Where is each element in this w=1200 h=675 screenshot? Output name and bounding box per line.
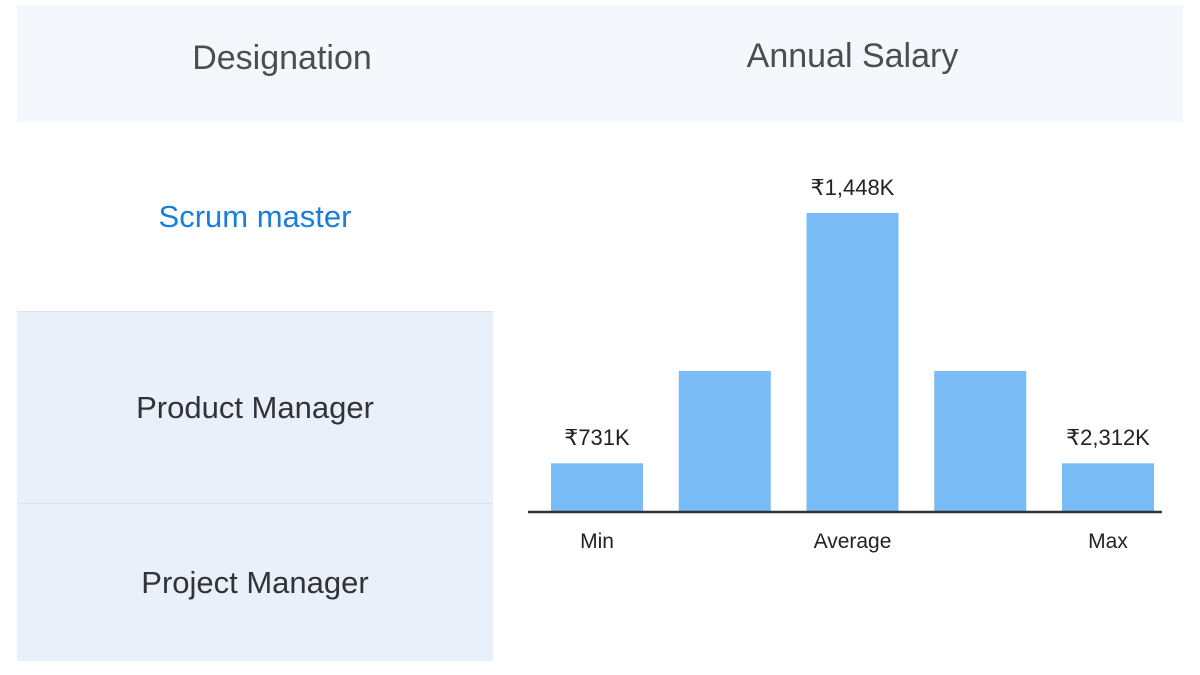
designation-project-manager[interactable]: Project Manager bbox=[17, 503, 493, 661]
data-label-2: ₹1,448K bbox=[810, 175, 895, 200]
designation-scrum-master[interactable]: Scrum master bbox=[17, 122, 493, 311]
data-label-0: ₹731K bbox=[564, 425, 630, 451]
data-label-4: ₹2,312K bbox=[1066, 425, 1150, 451]
category-label-2: Average bbox=[813, 530, 892, 553]
designation-product-manager[interactable]: Product Manager bbox=[17, 311, 493, 503]
category-label-0: Min bbox=[580, 530, 614, 553]
annual-salary-header: Annual Salary bbox=[746, 36, 959, 75]
category-label-4: Max bbox=[1088, 530, 1128, 553]
bar-2 bbox=[806, 213, 899, 511]
bar-0 bbox=[551, 463, 643, 511]
designation-header: Designation bbox=[192, 39, 372, 77]
table-header bbox=[17, 5, 1183, 122]
bar-4 bbox=[1062, 463, 1154, 511]
bar-3 bbox=[934, 370, 1027, 511]
bar-1 bbox=[678, 370, 771, 511]
